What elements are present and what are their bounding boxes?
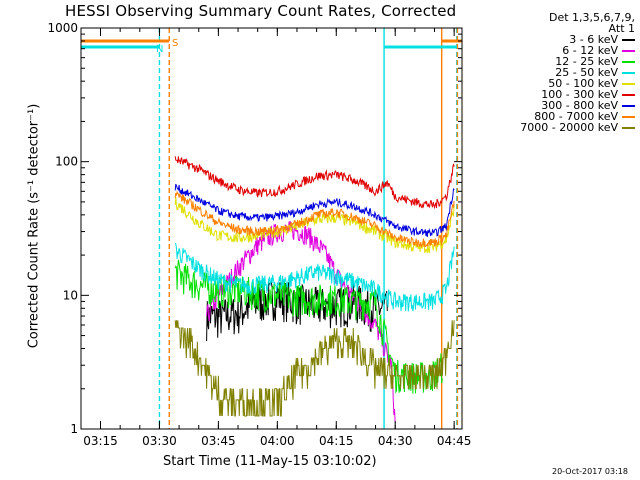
saa-flag-label: S (172, 38, 178, 49)
legend-entry-label: 25 - 50 keV (555, 66, 618, 79)
legend-entry-2: 6 - 12 keV (480, 44, 638, 57)
series-line-1 (206, 281, 388, 342)
plot-frame (80, 27, 463, 430)
legend: Det 1,3,5,6,7,9, Att 1 3 - 6 keV 6 - 12 k… (480, 11, 638, 134)
legend-swatch (622, 49, 635, 52)
legend-swatch (622, 104, 635, 107)
night-flag-label: N (156, 44, 163, 55)
legend-swatch (622, 71, 635, 74)
x-tick-label: 04:45 (437, 434, 472, 448)
y-tick-label: 1000 (47, 21, 78, 35)
axes-layer: 1 10 100 1000 03:15 03:30 03:45 04:00 04:15 04:30… (47, 21, 471, 448)
x-tick-label: 04:15 (319, 434, 354, 448)
legend-header-line-1: Det 1,3,5,6,7,9, (548, 11, 635, 24)
legend-entry-label: 300 - 800 keV (541, 99, 618, 112)
series-line-6 (174, 156, 455, 210)
series-line-5 (174, 197, 455, 254)
legend-entry-label: 50 - 100 keV (548, 77, 618, 90)
legend-entry-label: 6 - 12 keV (562, 44, 618, 57)
flag-layer (81, 39, 462, 49)
legend-entry-5: 50 - 100 keV (480, 77, 638, 90)
series-line-2 (206, 221, 396, 424)
y-axis-label: Corrected Count Rate (s⁻¹ detector⁻¹) (26, 103, 42, 349)
chart-title: HESSI Observing Summary Count Rates, Cor… (65, 2, 457, 20)
legend-swatch (622, 82, 635, 85)
legend-swatch (622, 115, 635, 118)
legend-entry-8: 800 - 7000 keV (480, 110, 638, 123)
footer-timestamp: 20-Oct-2017 03:18 (552, 467, 628, 476)
series-line-7 (174, 183, 455, 238)
x-tick-label: 04:00 (260, 434, 295, 448)
x-tick-label: 03:30 (142, 434, 177, 448)
legend-entry-7: 300 - 800 keV (480, 99, 638, 112)
x-tick-label: 04:30 (378, 434, 413, 448)
legend-swatch (622, 126, 635, 129)
legend-entry-4: 25 - 50 keV (480, 66, 638, 79)
legend-swatch (622, 60, 635, 63)
legend-entry-label: 100 - 300 keV (541, 88, 618, 101)
legend-swatch (622, 93, 635, 96)
y-tick-label: 100 (55, 155, 78, 169)
legend-entry-label: 800 - 7000 keV (534, 110, 618, 123)
series-line-4 (174, 242, 455, 312)
series-layer (174, 156, 455, 424)
legend-entry-label: 12 - 25 keV (555, 55, 618, 68)
legend-entry-1: 3 - 6 keV (480, 33, 638, 46)
legend-entry-3: 12 - 25 keV (480, 55, 638, 68)
y-tick-label: 1 (70, 422, 78, 436)
legend-swatch (622, 38, 635, 41)
legend-entry-6: 100 - 300 keV (480, 88, 638, 101)
legend-entry-label: 7000 - 20000 keV (520, 121, 618, 134)
legend-entry-9: 7000 - 20000 keV (480, 121, 638, 134)
legend-entry-label: 3 - 6 keV (569, 33, 618, 46)
series-line-8 (174, 190, 455, 249)
x-tick-label: 03:15 (83, 434, 118, 448)
series-line-9 (174, 320, 455, 417)
y-tick-label: 10 (63, 288, 78, 302)
x-tick-label: 03:45 (201, 434, 236, 448)
legend-entries: 3 - 6 keV 6 - 12 keV 12 - 25 keV 25 - 50 ke… (480, 33, 638, 134)
x-axis-label: Start Time (11-May-15 03:10:02) (163, 454, 377, 469)
legend-header-line-2: Att 1 (608, 22, 635, 35)
